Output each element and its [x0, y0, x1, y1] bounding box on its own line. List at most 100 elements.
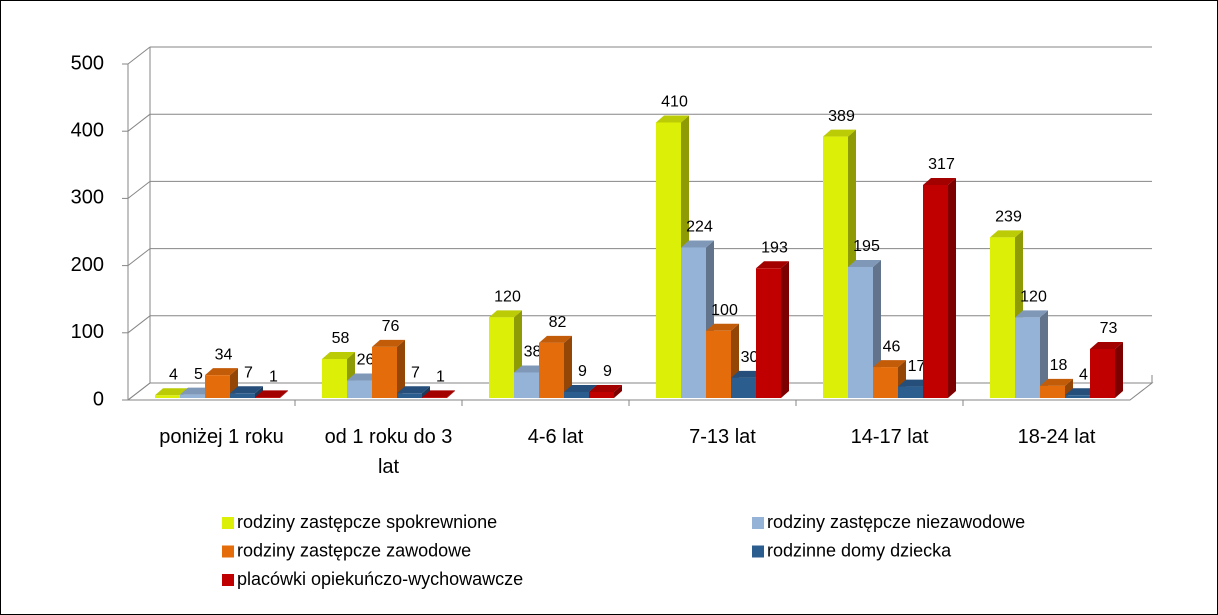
bar-top [1015, 310, 1048, 318]
data-label: 4 [169, 367, 178, 384]
data-label: 82 [549, 314, 567, 331]
bar-top [873, 360, 906, 368]
bar-side [948, 177, 956, 398]
bar-top [1065, 388, 1098, 396]
bar-side [447, 390, 455, 398]
grid-line [127, 382, 151, 401]
data-label: 1 [436, 369, 445, 386]
bar-side [422, 386, 430, 398]
bar [898, 386, 923, 398]
grid-line [127, 46, 151, 65]
bar [539, 342, 564, 398]
data-label: 17 [908, 358, 926, 375]
y-tick-label: 500 [71, 52, 104, 74]
bar [1065, 395, 1090, 398]
bar-top [731, 370, 764, 378]
bar [731, 377, 756, 398]
bar-top [1090, 341, 1123, 349]
bar-top [180, 387, 213, 395]
bar-side [614, 384, 622, 398]
bar [372, 346, 397, 398]
bar-side [1065, 378, 1073, 398]
bar-side [564, 335, 572, 398]
legend-marker [752, 517, 764, 529]
grid-line [127, 113, 151, 132]
bar-side [781, 261, 789, 398]
bar-top [848, 259, 881, 267]
legend-label: rodzinne domy dziecka [767, 540, 952, 560]
data-label: 1 [269, 369, 278, 386]
data-label: 73 [1100, 320, 1118, 337]
data-label: 9 [603, 363, 612, 380]
data-label: 195 [853, 238, 880, 255]
data-label: 7 [244, 365, 253, 382]
data-label: 34 [215, 346, 233, 363]
bar [1040, 385, 1065, 398]
x-tick-label: poniżej 1 roku [159, 426, 284, 448]
bar-top [322, 352, 355, 360]
data-label: 30 [741, 349, 759, 366]
data-label: 7 [411, 365, 420, 382]
legend-label: rodziny zastępcze niezawodowe [767, 512, 1025, 532]
bar-top [397, 386, 430, 394]
bar-top [230, 386, 263, 394]
legend-label: rodziny zastępcze spokrewnione [237, 512, 497, 532]
bar-top [539, 335, 572, 343]
bar-top [706, 323, 739, 331]
grid-line [127, 315, 151, 334]
legend-marker [222, 545, 234, 558]
x-tick-label: 14-17 lat [850, 426, 929, 448]
legend-marker [222, 517, 234, 529]
bar [656, 122, 681, 398]
bar [489, 317, 514, 398]
data-label: 9 [578, 363, 587, 380]
data-label: 76 [382, 318, 400, 335]
bar-top [1040, 378, 1073, 386]
bar [923, 184, 948, 398]
legend-label: rodziny zastępcze zawodowe [237, 540, 471, 560]
bar-top [656, 115, 689, 123]
data-label: 120 [494, 289, 521, 306]
bar [230, 393, 255, 398]
bar-top [372, 339, 405, 347]
bar [1090, 348, 1115, 398]
bar [706, 330, 731, 398]
bar-top [155, 388, 188, 396]
x-tick-label: od 1 roku do 3 lat [324, 426, 453, 478]
bar [322, 359, 347, 398]
bar-top [990, 230, 1023, 238]
bar-top [514, 365, 547, 373]
y-tick-label: 400 [71, 119, 104, 141]
data-label: 58 [332, 330, 350, 347]
bar [397, 393, 422, 398]
bar [589, 391, 614, 398]
bar [848, 266, 873, 398]
y-tick-label: 0 [93, 388, 104, 410]
bar [514, 372, 539, 398]
data-label: 46 [883, 338, 901, 355]
legend-marker [222, 574, 234, 586]
bar-top [422, 390, 455, 398]
bar [422, 397, 447, 398]
bar-side [1115, 341, 1123, 398]
bar-top [255, 390, 288, 398]
bar-top [564, 384, 597, 392]
data-label: 4 [1079, 367, 1088, 384]
x-tick-label: 4-6 lat [527, 426, 584, 448]
bar-top [589, 384, 622, 392]
bar-top [489, 310, 522, 318]
bar-top [205, 368, 238, 376]
legend-marker [752, 545, 764, 558]
data-label: 5 [194, 366, 203, 383]
bar-top [923, 177, 956, 185]
bar [873, 367, 898, 398]
data-label: 18 [1050, 357, 1068, 374]
bar-top [898, 379, 931, 387]
data-label: 38 [524, 344, 542, 361]
y-tick-label: 100 [71, 321, 104, 343]
bar-side [255, 386, 263, 398]
bar [1015, 317, 1040, 398]
